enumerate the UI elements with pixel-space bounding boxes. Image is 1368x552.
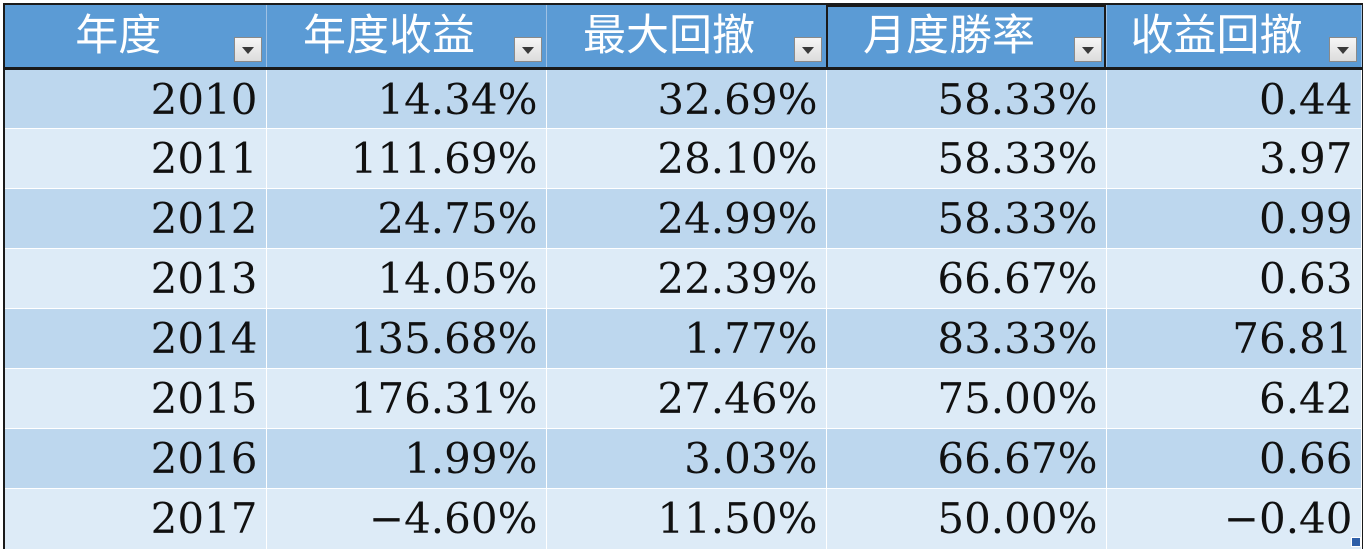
cell-year[interactable]: 2017 [5,488,267,549]
cell-year[interactable]: 2014 [5,308,267,369]
cell-max-drawdown[interactable]: 1.77% [546,308,827,369]
cell-monthly-win-rate[interactable]: 75.00% [826,368,1107,429]
cell-max-drawdown[interactable]: 32.69% [546,68,827,129]
cell-year[interactable]: 2016 [5,428,267,489]
table-row: 2010 14.34% 32.69% 58.33% 0.44 [5,68,1362,129]
fill-handle-icon[interactable] [1351,537,1361,547]
cell-year[interactable]: 2015 [5,368,267,429]
table-row: 2011 111.69% 28.10% 58.33% 3.97 [5,128,1362,189]
header-cell-year[interactable]: 年度 [5,5,267,70]
cell-monthly-win-rate[interactable]: 58.33% [826,128,1107,189]
cell-year[interactable]: 2013 [5,248,267,309]
cell-annual-return[interactable]: 135.68% [266,308,547,369]
cell-monthly-win-rate[interactable]: 66.67% [826,248,1107,309]
cell-monthly-win-rate[interactable]: 66.67% [826,428,1107,489]
cell-return-drawdown-ratio[interactable]: −0.40 [1106,488,1362,549]
cell-max-drawdown[interactable]: 27.46% [546,368,827,429]
header-label: 年度 [75,11,162,61]
cell-annual-return[interactable]: 176.31% [266,368,547,429]
table-row: 2015 176.31% 27.46% 75.00% 6.42 [5,368,1362,429]
table-row: 2016 1.99% 3.03% 66.67% 0.66 [5,428,1362,489]
cell-annual-return[interactable]: 1.99% [266,428,547,489]
header-cell-monthly-win-rate[interactable]: 月度勝率 [826,5,1107,70]
table-row: 2012 24.75% 24.99% 58.33% 0.99 [5,188,1362,249]
table-row: 2017 −4.60% 11.50% 50.00% −0.40 [5,488,1362,549]
header-cell-max-drawdown[interactable]: 最大回撤 [546,5,827,70]
table-row: 2013 14.05% 22.39% 66.67% 0.63 [5,248,1362,309]
cell-monthly-win-rate[interactable]: 58.33% [826,68,1107,129]
header-label: 年度收益 [303,11,475,61]
header-label: 月度勝率 [863,11,1035,61]
header-cell-return-drawdown-ratio[interactable]: 收益回撤 [1106,5,1362,70]
filter-dropdown-icon[interactable] [793,37,822,62]
cell-annual-return[interactable]: 111.69% [266,128,547,189]
cell-return-drawdown-ratio[interactable]: 0.63 [1106,248,1362,309]
cell-max-drawdown[interactable]: 28.10% [546,128,827,189]
data-table: 年度 年度收益 最大回撤 月度勝率 收益回撤 2010 14.34% 32.69… [5,5,1362,549]
cell-year[interactable]: 2010 [5,68,267,129]
cell-year[interactable]: 2011 [5,128,267,189]
cell-max-drawdown[interactable]: 11.50% [546,488,827,549]
header-row: 年度 年度收益 最大回撤 月度勝率 收益回撤 [5,5,1362,70]
cell-annual-return[interactable]: 24.75% [266,188,547,249]
cell-year[interactable]: 2012 [5,188,267,249]
cell-return-drawdown-ratio[interactable]: 0.44 [1106,68,1362,129]
cell-return-drawdown-ratio[interactable]: 0.99 [1106,188,1362,249]
cell-return-drawdown-ratio[interactable]: 0.66 [1106,428,1362,489]
cell-annual-return[interactable]: 14.34% [266,68,547,129]
filter-dropdown-icon[interactable] [1073,37,1102,62]
cell-return-drawdown-ratio[interactable]: 76.81 [1106,308,1362,369]
cell-monthly-win-rate[interactable]: 50.00% [826,488,1107,549]
header-label: 收益回撤 [1130,11,1303,61]
cell-annual-return[interactable]: 14.05% [266,248,547,309]
cell-monthly-win-rate[interactable]: 83.33% [826,308,1107,369]
cell-annual-return[interactable]: −4.60% [266,488,547,549]
spreadsheet-table: 年度 年度收益 最大回撤 月度勝率 收益回撤 2010 14.34% 32.69… [3,3,1363,549]
cell-return-drawdown-ratio[interactable]: 6.42 [1106,368,1362,429]
filter-dropdown-icon[interactable] [233,37,262,62]
cell-monthly-win-rate[interactable]: 58.33% [826,188,1107,249]
filter-dropdown-icon[interactable] [513,37,542,62]
cell-max-drawdown[interactable]: 22.39% [546,248,827,309]
cell-max-drawdown[interactable]: 24.99% [546,188,827,249]
cell-max-drawdown[interactable]: 3.03% [546,428,827,489]
cell-return-drawdown-ratio[interactable]: 3.97 [1106,128,1362,189]
header-label: 最大回撤 [583,11,755,61]
header-cell-annual-return[interactable]: 年度收益 [266,5,547,70]
table-row: 2014 135.68% 1.77% 83.33% 76.81 [5,308,1362,369]
filter-dropdown-icon[interactable] [1328,37,1357,62]
